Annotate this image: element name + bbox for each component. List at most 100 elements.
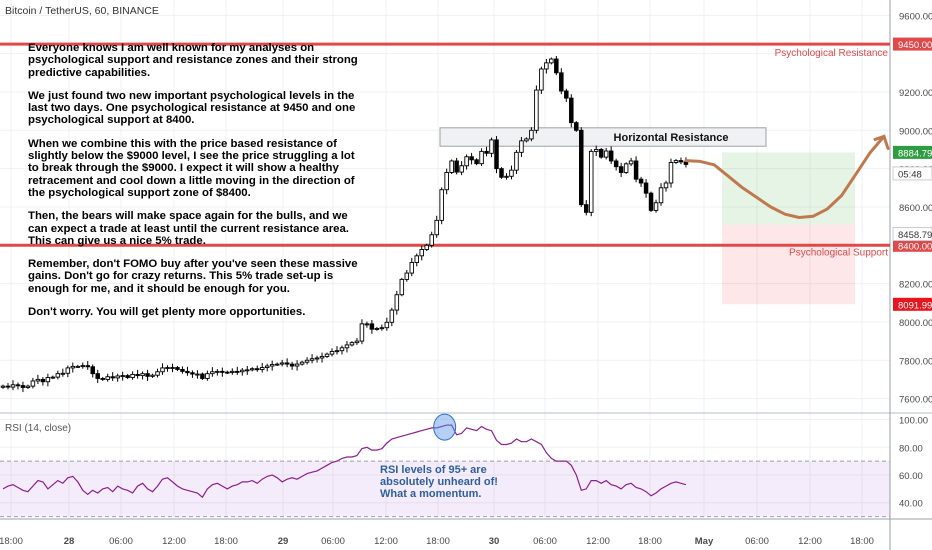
time-tick-label: 18:00 xyxy=(214,536,238,547)
time-tick-label: 06:00 xyxy=(109,536,133,547)
candle xyxy=(484,150,489,154)
candle xyxy=(579,129,584,206)
candle xyxy=(215,370,220,373)
candle xyxy=(25,385,31,388)
price-tick-label: 7800.00 xyxy=(899,356,932,367)
price-tick-label: 8000.00 xyxy=(899,318,932,329)
candle xyxy=(230,370,235,373)
candle xyxy=(663,182,669,189)
chart-title: Bitcoin / TetherUS, 60, BINANCE xyxy=(5,5,159,17)
candle xyxy=(329,350,335,355)
candle xyxy=(324,353,330,357)
time-tick-label: 18:00 xyxy=(850,536,874,547)
candle xyxy=(150,374,155,377)
price-tag xyxy=(892,227,932,242)
time-tick-label: 12:00 xyxy=(798,536,822,547)
candle xyxy=(379,327,385,330)
rsi-tick-label: 80.00 xyxy=(899,443,923,454)
candle xyxy=(359,323,365,342)
time-tick-label: 12:00 xyxy=(586,536,610,547)
candle xyxy=(185,370,190,374)
level-label: Psychological Support xyxy=(789,247,888,258)
rsi-tick-label: 60.00 xyxy=(899,471,923,482)
candle xyxy=(289,363,295,367)
candle xyxy=(628,160,634,165)
candle xyxy=(115,375,120,379)
candle xyxy=(509,169,514,177)
candle xyxy=(314,357,320,360)
time-tick-label: 06:00 xyxy=(321,536,345,547)
candle xyxy=(205,373,210,379)
candle xyxy=(384,321,390,329)
candle xyxy=(105,376,110,380)
time-tick-label: 18:00 xyxy=(426,536,450,547)
candle xyxy=(190,372,195,375)
candle xyxy=(549,58,554,64)
time-tick-label: 12:00 xyxy=(162,536,186,547)
resistance-zone-label: Horizontal Resistance xyxy=(614,132,729,144)
rsi-tick-label: 100.00 xyxy=(899,416,928,427)
time-tick-label: 12:00 xyxy=(374,536,398,547)
candle xyxy=(534,89,539,131)
candle xyxy=(613,160,619,168)
candle xyxy=(319,355,325,359)
candle xyxy=(274,363,280,366)
candle xyxy=(100,378,105,380)
candle xyxy=(65,367,71,374)
candle xyxy=(334,350,340,353)
candle xyxy=(80,365,86,368)
candle xyxy=(45,377,51,383)
candle xyxy=(499,168,504,178)
candle xyxy=(414,255,420,263)
candle xyxy=(454,160,459,173)
candle xyxy=(653,202,659,211)
candle xyxy=(668,162,674,184)
candle xyxy=(618,166,624,173)
candle xyxy=(459,165,464,173)
candle xyxy=(539,68,544,91)
analysis-paragraph: Everyone knows I am well known for my an… xyxy=(28,42,358,79)
candle xyxy=(349,342,355,346)
rsi-tick-label: 40.00 xyxy=(899,499,923,510)
candle xyxy=(35,378,41,382)
candle xyxy=(235,370,240,373)
price-tag xyxy=(892,166,932,181)
candle xyxy=(70,365,76,369)
candle xyxy=(434,219,439,236)
candles xyxy=(0,55,689,393)
candle xyxy=(40,378,46,383)
candle xyxy=(419,249,424,257)
candle xyxy=(160,367,165,373)
candle xyxy=(135,373,140,377)
candle xyxy=(608,150,614,162)
rsi-line xyxy=(2,424,687,499)
candle xyxy=(489,139,494,154)
candle xyxy=(429,234,434,246)
candle xyxy=(464,156,469,167)
time-tick-label: 06:00 xyxy=(533,536,557,547)
candle xyxy=(304,359,310,363)
price-tag-text: 8091.99 xyxy=(898,300,932,311)
level-price-tag xyxy=(893,238,932,252)
candle xyxy=(95,373,100,379)
level-price-tag xyxy=(893,37,932,51)
candle xyxy=(245,369,250,372)
price-tick-label: 9600.00 xyxy=(899,11,932,22)
candle xyxy=(494,139,499,170)
candle xyxy=(200,373,205,379)
analysis-paragraph: Don't worry. You will get plenty more op… xyxy=(28,306,306,319)
candle xyxy=(474,159,479,165)
candle xyxy=(658,187,664,204)
candle xyxy=(60,372,66,375)
time-tick-label: 06:00 xyxy=(745,536,769,547)
level-label: Psychological Resistance xyxy=(775,48,889,59)
candle xyxy=(559,72,564,92)
candle xyxy=(564,90,569,99)
candle xyxy=(294,363,300,367)
rsi-annotation-line: absolutely unheard of! xyxy=(380,476,498,488)
candle xyxy=(409,262,415,274)
time-tick-label: 28 xyxy=(64,536,75,547)
candle xyxy=(633,160,639,180)
candle xyxy=(110,376,115,379)
